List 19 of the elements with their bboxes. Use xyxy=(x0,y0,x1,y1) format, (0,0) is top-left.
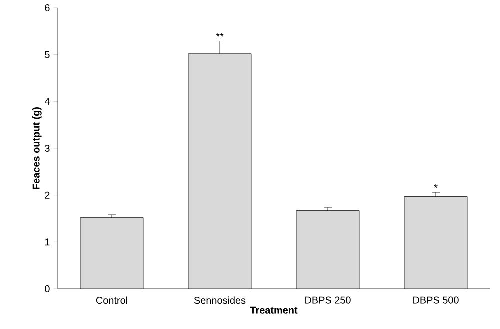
bar xyxy=(188,54,252,289)
x-tick-label: Control xyxy=(96,296,128,304)
x-tick-label: DBPS 250 xyxy=(306,296,351,304)
y-tick-label: 1 xyxy=(45,238,50,246)
x-tick-label: Sennosides xyxy=(194,296,246,304)
bar xyxy=(80,218,144,289)
y-tick-label: 4 xyxy=(44,98,50,106)
y-tick-label: 2 xyxy=(45,192,50,199)
bar xyxy=(404,196,468,289)
y-axis-title: Feaces output (g) xyxy=(32,107,42,190)
y-tick-label: 0 xyxy=(45,285,50,293)
y-tick-label: 3 xyxy=(45,144,50,152)
x-tick-label: DBPS 500 xyxy=(414,296,459,304)
x-axis-title: Treatment xyxy=(250,306,298,314)
annotation: * xyxy=(434,184,438,188)
bar xyxy=(296,210,360,289)
annotation: ** xyxy=(216,33,224,37)
y-tick-label: 5 xyxy=(45,51,50,58)
y-tick-label: 6 xyxy=(45,4,50,12)
